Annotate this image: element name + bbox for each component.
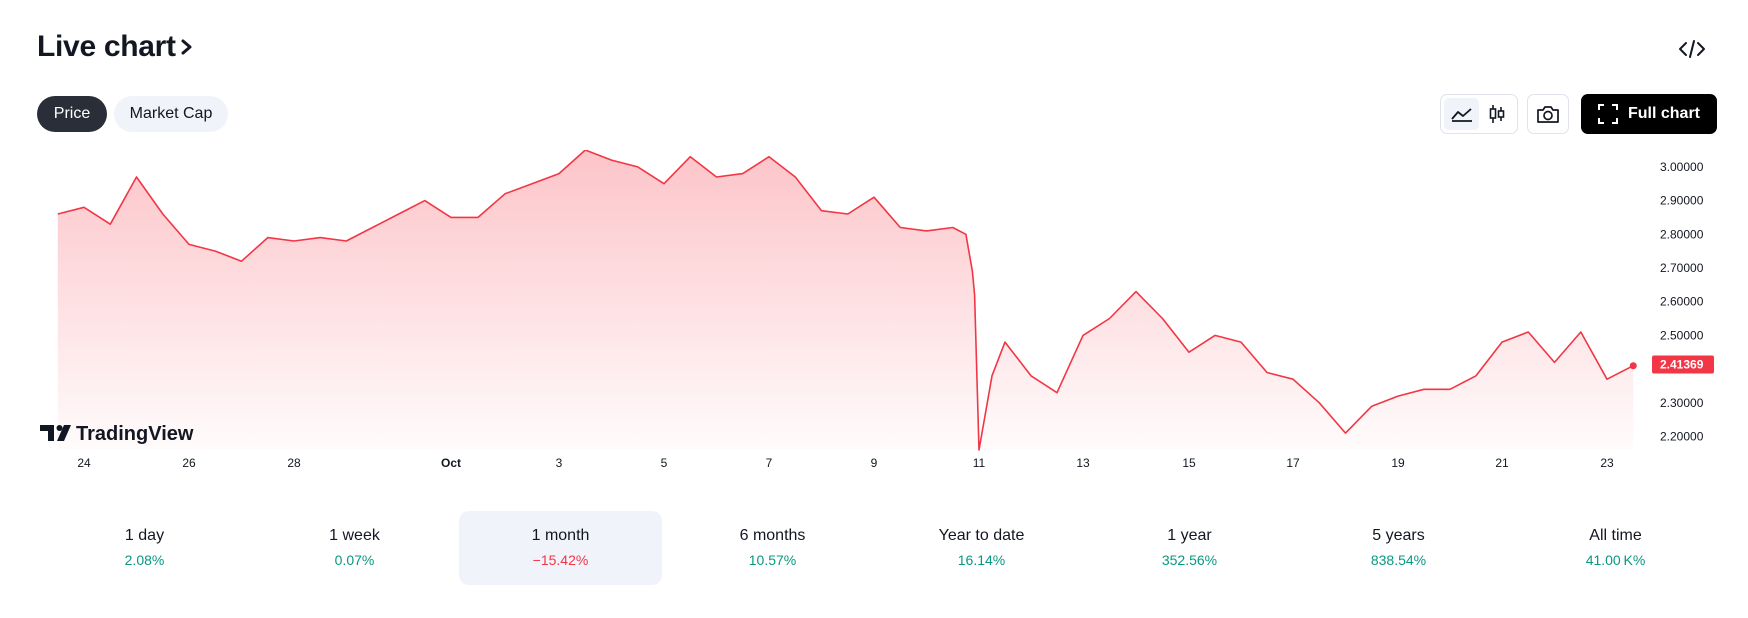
market-cap-toggle-button[interactable]: Market Cap — [114, 96, 228, 132]
y-tick-label: 2.70000 — [1660, 261, 1704, 275]
period-1-week[interactable]: 1 week 0.07% — [253, 511, 456, 585]
x-tick-label: 9 — [871, 456, 878, 470]
period-change: 2.08% — [124, 552, 165, 568]
period-change: 16.14% — [957, 552, 1006, 568]
last-price-marker: 2.41369 — [1652, 355, 1714, 374]
period-label: 1 day — [124, 527, 165, 544]
last-price-label-bg — [1652, 355, 1714, 374]
period-label: All time — [1589, 527, 1642, 544]
period-1-month[interactable]: 1 month −15.42% — [459, 511, 662, 585]
x-tick-label: 19 — [1391, 456, 1405, 470]
period-1-day[interactable]: 1 day 2.08% — [43, 511, 246, 585]
period-change: 10.57% — [748, 552, 797, 568]
x-tick-label: 5 — [661, 456, 668, 470]
x-tick-label: 7 — [766, 456, 773, 470]
area-chart-icon — [1450, 108, 1472, 122]
x-tick-label: 3 — [556, 456, 563, 470]
fullscreen-icon — [1597, 104, 1618, 124]
period-1-year[interactable]: 1 year 352.56% — [1088, 511, 1291, 585]
tradingview-logo-dot — [56, 425, 63, 431]
candles-chart-button[interactable] — [1479, 98, 1514, 130]
price-line — [57, 150, 1634, 451]
y-tick-label: 3.00000 — [1660, 160, 1704, 174]
tradingview-logo-mark — [57, 425, 71, 441]
y-tick-label: 2.50000 — [1660, 328, 1704, 342]
period-all-time[interactable]: All time 41.00 K% — [1514, 511, 1717, 585]
x-axis: 24 26 28 Oct 3 5 7 9 11 13 15 17 19 21 23 — [77, 456, 1614, 470]
embed-code-icon[interactable] — [1678, 37, 1706, 61]
chart-style-switcher — [1440, 94, 1518, 134]
x-tick-label: 15 — [1182, 456, 1196, 470]
chart-title-link[interactable]: Live chart — [37, 30, 195, 64]
y-tick-label: 2.20000 — [1660, 430, 1704, 444]
x-tick-label: 21 — [1495, 456, 1509, 470]
y-tick-label: 2.80000 — [1660, 227, 1704, 241]
tradingview-wordmark: TradingView — [76, 423, 194, 445]
price-toggle-button[interactable]: Price — [37, 96, 107, 132]
period-5-years[interactable]: 5 years 838.54% — [1297, 511, 1500, 585]
price-area-fill — [57, 150, 1634, 450]
last-price-dot — [1629, 362, 1637, 370]
last-price-label: 2.41369 — [1660, 357, 1704, 371]
period-change: 838.54% — [1370, 552, 1427, 568]
snapshot-button[interactable] — [1527, 94, 1569, 134]
period-label: 6 months — [739, 527, 806, 544]
period-change: 352.56% — [1161, 552, 1218, 568]
tradingview-logo[interactable]: TradingView — [40, 423, 194, 445]
candles-icon — [1489, 105, 1504, 123]
x-tick-label: 13 — [1076, 456, 1090, 470]
x-tick-label: 23 — [1600, 456, 1614, 470]
period-label: 1 week — [329, 527, 380, 544]
page-title: Live chart — [37, 30, 176, 63]
x-tick-label: 26 — [182, 456, 196, 470]
y-tick-label: 2.60000 — [1660, 295, 1704, 309]
period-label: 1 year — [1167, 527, 1212, 544]
x-tick-label: 17 — [1286, 456, 1300, 470]
period-change: 0.07% — [334, 552, 375, 568]
camera-icon — [1537, 106, 1559, 123]
area-chart-button[interactable] — [1444, 98, 1479, 130]
y-tick-label: 2.30000 — [1660, 396, 1704, 410]
tradingview-logo-icon — [40, 425, 54, 441]
x-tick-label: Oct — [441, 456, 461, 470]
y-axis: 3.00000 2.90000 2.80000 2.70000 2.60000 2.500… — [1660, 160, 1704, 444]
x-tick-label: 24 — [77, 456, 91, 470]
full-chart-button[interactable]: Full chart — [1581, 94, 1717, 134]
y-tick-label: 2.90000 — [1660, 194, 1704, 208]
period-year-to-date[interactable]: Year to date 16.14% — [880, 511, 1083, 585]
period-label: Year to date — [938, 527, 1025, 544]
x-tick-label: 28 — [287, 456, 301, 470]
performance-periods: 1 day 2.08% 1 week 0.07% 1 month −15.42%… — [37, 511, 1717, 585]
x-tick-label: 11 — [973, 456, 986, 470]
price-chart[interactable]: 24 26 28 Oct 3 5 7 9 11 13 15 17 19 21 23 3.00000 2.900… — [0, 150, 1748, 475]
period-label: 1 month — [531, 527, 590, 544]
chevron-right-icon — [181, 39, 192, 55]
period-change: −15.42% — [532, 552, 589, 568]
period-change: 41.00 K% — [1585, 552, 1646, 568]
full-chart-label: Full chart — [1627, 105, 1700, 122]
period-6-months[interactable]: 6 months 10.57% — [671, 511, 874, 585]
period-label: 5 years — [1372, 527, 1425, 544]
